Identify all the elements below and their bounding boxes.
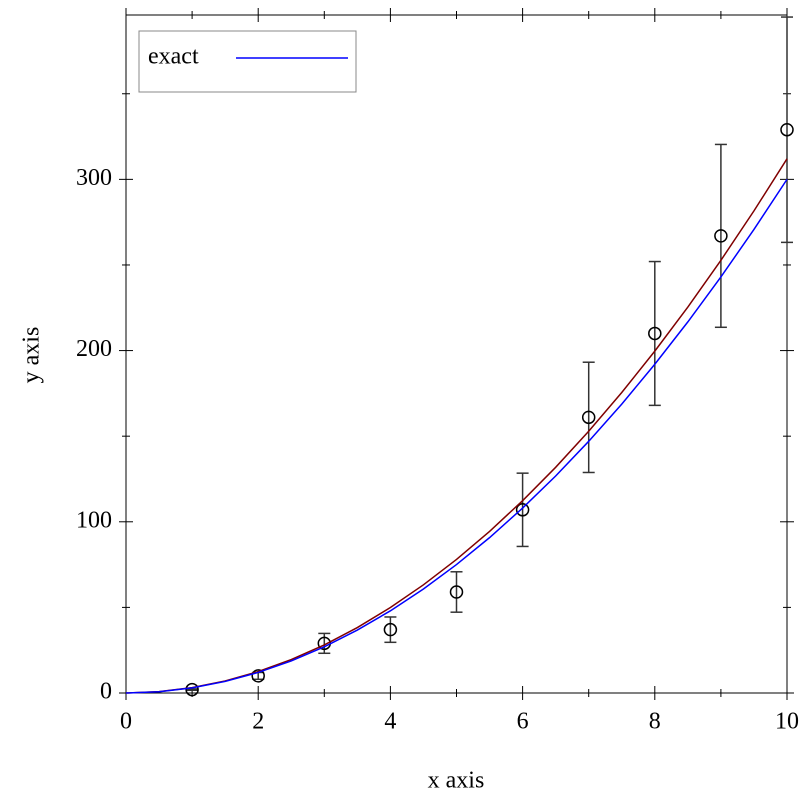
x-axis-label: x axis (428, 768, 485, 794)
point (383, 622, 398, 637)
x-tick-label: 8 (649, 709, 661, 735)
point (648, 326, 662, 341)
point (714, 229, 728, 243)
x-tick-label: 10 (775, 709, 799, 735)
point (449, 585, 464, 599)
point (515, 503, 530, 517)
point (185, 682, 199, 697)
y-tick-label: 200 (76, 336, 112, 362)
point (251, 669, 265, 683)
legend-box (138, 30, 357, 93)
x-tick-label: 0 (120, 709, 132, 735)
x-tick-label: 4 (384, 709, 396, 735)
line (125, 178, 788, 694)
point (581, 410, 596, 425)
x-tick-label: 2 (252, 709, 264, 735)
legend-label: exact (148, 44, 199, 70)
x-tick-label: 6 (517, 709, 529, 735)
y-tick-label: 300 (76, 165, 112, 191)
y-axis-label: y axis (19, 327, 45, 384)
y-tick-label: 100 (76, 507, 112, 533)
point (780, 122, 794, 137)
y-tick-label: 0 (100, 679, 112, 705)
